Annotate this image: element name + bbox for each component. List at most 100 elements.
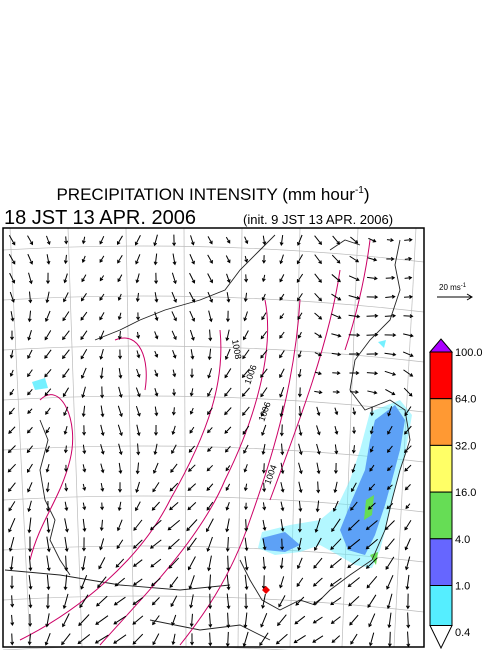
wind-arrow [279,368,285,379]
wind-arrow [261,463,266,474]
wind-legend-exponent: -1 [461,283,467,289]
wind-arrow [26,426,33,434]
wind-arrow [329,577,342,587]
wind-arrow [100,482,105,492]
wind-arrow [387,425,393,435]
wind-arrow [154,350,159,358]
wind-arrow [366,351,379,356]
wind-arrow [261,312,267,321]
wind-arrow [189,291,196,303]
wind-arrow [10,311,15,322]
wind-arrow [134,235,141,246]
wind-arrow [347,558,361,569]
wind-arrow [63,425,68,435]
isobar-label: 1008 [230,339,243,360]
wind-arrow [279,350,285,359]
wind-arrow [45,464,50,473]
wind-arrow [404,256,413,261]
marker [262,586,270,594]
wind-arrow [172,388,177,397]
wind-arrow [169,502,179,511]
wind-arrow [260,368,268,378]
wind-arrow [188,464,196,472]
wind-arrow [186,519,198,532]
colorbar-label: 32.0 [455,440,476,452]
wind-arrow [9,350,14,359]
wind-arrow [136,424,141,437]
wind-arrow [81,537,86,552]
wind-arrow [368,632,375,647]
wind-arrow [78,614,90,627]
wind-arrow [118,386,123,399]
parallel [2,395,425,413]
wind-arrow [154,406,159,417]
wind-arrow [261,424,267,436]
wind-arrow [386,257,395,261]
wind-arrow [100,502,105,511]
wind-arrow [116,519,123,532]
colorbar-segment [429,444,453,493]
wind-arrow [384,520,395,531]
wind-arrow [44,310,51,322]
wind-arrow [82,425,87,436]
wind-arrow [171,407,176,416]
wind-arrow [330,616,341,624]
wind-arrow [189,594,194,609]
wind-arrow [279,424,284,437]
wind-arrow [297,537,302,552]
wind-arrow [260,331,268,340]
wind-arrow [44,368,52,378]
wind-arrow [8,235,16,246]
wind-arrow [243,502,248,511]
wind-arrow [8,536,15,552]
wind-arrow [190,349,195,360]
wind-arrow [314,517,321,533]
wind-arrow [171,444,177,455]
wind-arrow [348,275,360,282]
wind-arrow [207,368,213,379]
wind-arrow [27,408,33,414]
wind-arrow [152,633,160,646]
wind-arrow [150,577,161,587]
colorbar-label: 16.0 [455,487,476,499]
wind-arrow [244,274,249,283]
wind-arrow [316,462,321,475]
wind-arrow [348,295,361,300]
wind-arrow [329,558,342,569]
wind-arrow [117,424,123,437]
wind-arrow [333,481,338,494]
wind-arrow [45,613,50,628]
wind-arrow [387,631,392,648]
wind-arrow [113,615,127,625]
wind-arrow [404,275,413,280]
wind-arrow [117,293,122,301]
wind-arrow [118,368,123,379]
wind-arrow [224,387,232,397]
wind-arrow [226,273,231,284]
wind-arrow [27,235,34,246]
wind-arrow [369,464,375,472]
wind-arrow [118,462,123,475]
wind-arrow [403,314,414,319]
wind-arrow [62,613,70,628]
wind-arrow [207,236,213,245]
wind-arrow [116,539,124,550]
wind-arrow [100,444,105,455]
wind-arrow [314,371,322,376]
wind-arrow [46,536,51,553]
wind-arrow [262,502,267,511]
wind-arrow [189,407,194,415]
wind-arrow [113,596,126,606]
wind-arrow [9,575,14,590]
wind-arrow [136,312,141,321]
wind-arrow [28,594,33,609]
wind-arrow [207,446,213,452]
wind-arrow [27,253,34,265]
wind-arrow [171,425,176,436]
wind-arrow [62,593,69,610]
lat-lon-grid [2,227,425,655]
wind-arrow [331,333,342,338]
wind-arrow [225,501,230,511]
wind-arrow [46,235,51,246]
wind-arrow [132,597,144,606]
